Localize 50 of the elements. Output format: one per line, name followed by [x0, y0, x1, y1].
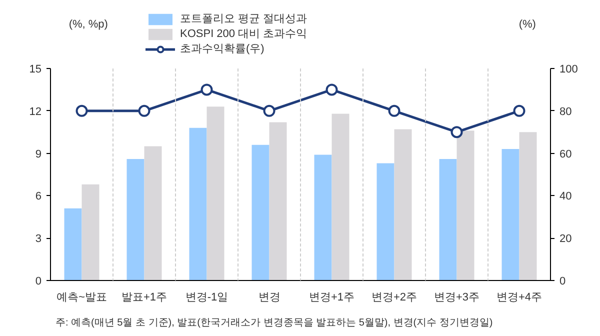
legend-label: 포트폴리오 평균 절대성과: [180, 12, 308, 26]
y-tick-label: 6: [35, 190, 42, 203]
bar: [189, 128, 207, 280]
y2-tick-label: 0: [560, 276, 566, 288]
x-tick-label: 예측~발표: [56, 292, 107, 304]
y2-tick-label: 40: [560, 190, 572, 203]
x-tick-label: 변경+3주: [434, 292, 480, 304]
bar: [502, 149, 520, 280]
bar: [456, 130, 474, 280]
bar: [519, 132, 537, 280]
y-tick-label: 9: [35, 148, 42, 160]
point: [450, 126, 463, 138]
y2-tick-label: 100: [560, 64, 578, 76]
bar: [439, 158, 457, 280]
point: [76, 104, 88, 117]
x-tick-label: 변경+1주: [308, 292, 355, 304]
bar: [269, 122, 287, 280]
bar: [394, 129, 412, 280]
bar: [82, 184, 100, 280]
point: [138, 104, 150, 117]
y2-tick-label: 80: [560, 106, 572, 118]
bar: [376, 163, 394, 280]
y-axis-title: (%, %p): [68, 18, 108, 30]
bar: [206, 106, 224, 280]
text: 주: 예측(매년 5월 초 기준), 발표(한국거래소가 변경종목을 발표하는 5월말), 변경(지수 정기변경일): [56, 318, 493, 328]
y2-tick-label: 60: [560, 148, 572, 160]
y2-axis-title: (%): [518, 18, 536, 30]
y-tick-label: 0: [35, 276, 42, 288]
bar: [126, 158, 144, 280]
point: [326, 84, 338, 96]
y-tick-label: 12: [29, 106, 42, 118]
legend-label: 초과수익확률(우): [180, 42, 264, 56]
x-tick-label: 변경+4주: [496, 292, 542, 304]
bar: [64, 208, 82, 280]
x-tick-label: 변경: [258, 292, 280, 304]
bar: [332, 114, 350, 280]
y-tick-label: 3: [35, 233, 42, 246]
bar: [252, 144, 270, 280]
bar: [314, 154, 332, 280]
point: [388, 104, 400, 117]
point: [513, 104, 526, 117]
legend-label: KOSPI 200 대비 초과수익: [180, 27, 308, 41]
point: [263, 104, 276, 117]
x-tick-label: 변경+2주: [371, 292, 418, 304]
point: [200, 84, 213, 96]
y2-tick-label: 20: [560, 233, 572, 246]
x-tick-label: 발표+1주: [121, 292, 168, 304]
bar: [144, 146, 162, 280]
y-tick-label: 15: [29, 64, 42, 76]
x-tick-label: 변경-1일: [185, 292, 228, 304]
